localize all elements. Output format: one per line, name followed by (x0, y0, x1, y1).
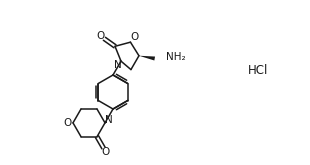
Text: O: O (102, 147, 110, 157)
Text: NH₂: NH₂ (166, 51, 185, 62)
Text: O: O (64, 118, 72, 128)
Text: N: N (114, 60, 122, 70)
Text: HCl: HCl (248, 64, 268, 77)
Text: N: N (105, 115, 113, 125)
Text: O: O (130, 32, 139, 42)
Text: O: O (97, 31, 105, 41)
Polygon shape (139, 56, 155, 61)
